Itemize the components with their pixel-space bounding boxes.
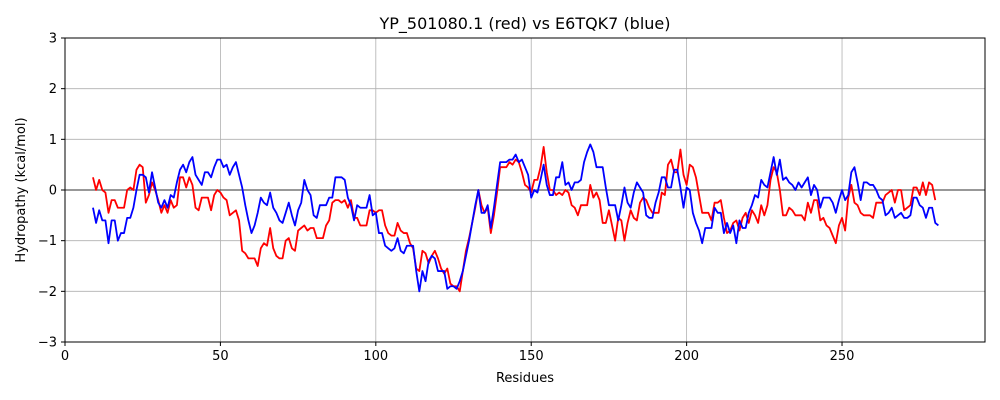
series-line-1	[92, 146, 937, 293]
x-tick-label: 250	[830, 349, 855, 364]
chart-title: YP_501080.1 (red) vs E6TQK7 (blue)	[378, 14, 670, 34]
y-tick-label: 1	[49, 133, 57, 148]
y-tick-label: −3	[38, 336, 57, 351]
y-tick-label: 0	[49, 184, 57, 199]
x-tick-label: 50	[212, 349, 229, 364]
x-tick-label: 100	[363, 349, 388, 364]
y-tick-label: −1	[38, 234, 57, 249]
axis-ticks: 0 50 100 150 200 250 −3 −2 −1 0 1 2 3	[38, 32, 855, 365]
y-tick-label: 3	[49, 32, 57, 47]
series-layer	[92, 143, 939, 293]
x-axis-title: Residues	[496, 371, 554, 386]
x-tick-label: 200	[674, 349, 699, 364]
y-axis-title: Hydropathy (kcal/mol)	[14, 117, 29, 262]
y-tick-label: 2	[49, 82, 57, 97]
series-line-2	[92, 143, 939, 293]
x-tick-label: 150	[519, 349, 544, 364]
x-tick-label: 0	[61, 349, 69, 364]
y-tick-label: −2	[38, 285, 57, 300]
